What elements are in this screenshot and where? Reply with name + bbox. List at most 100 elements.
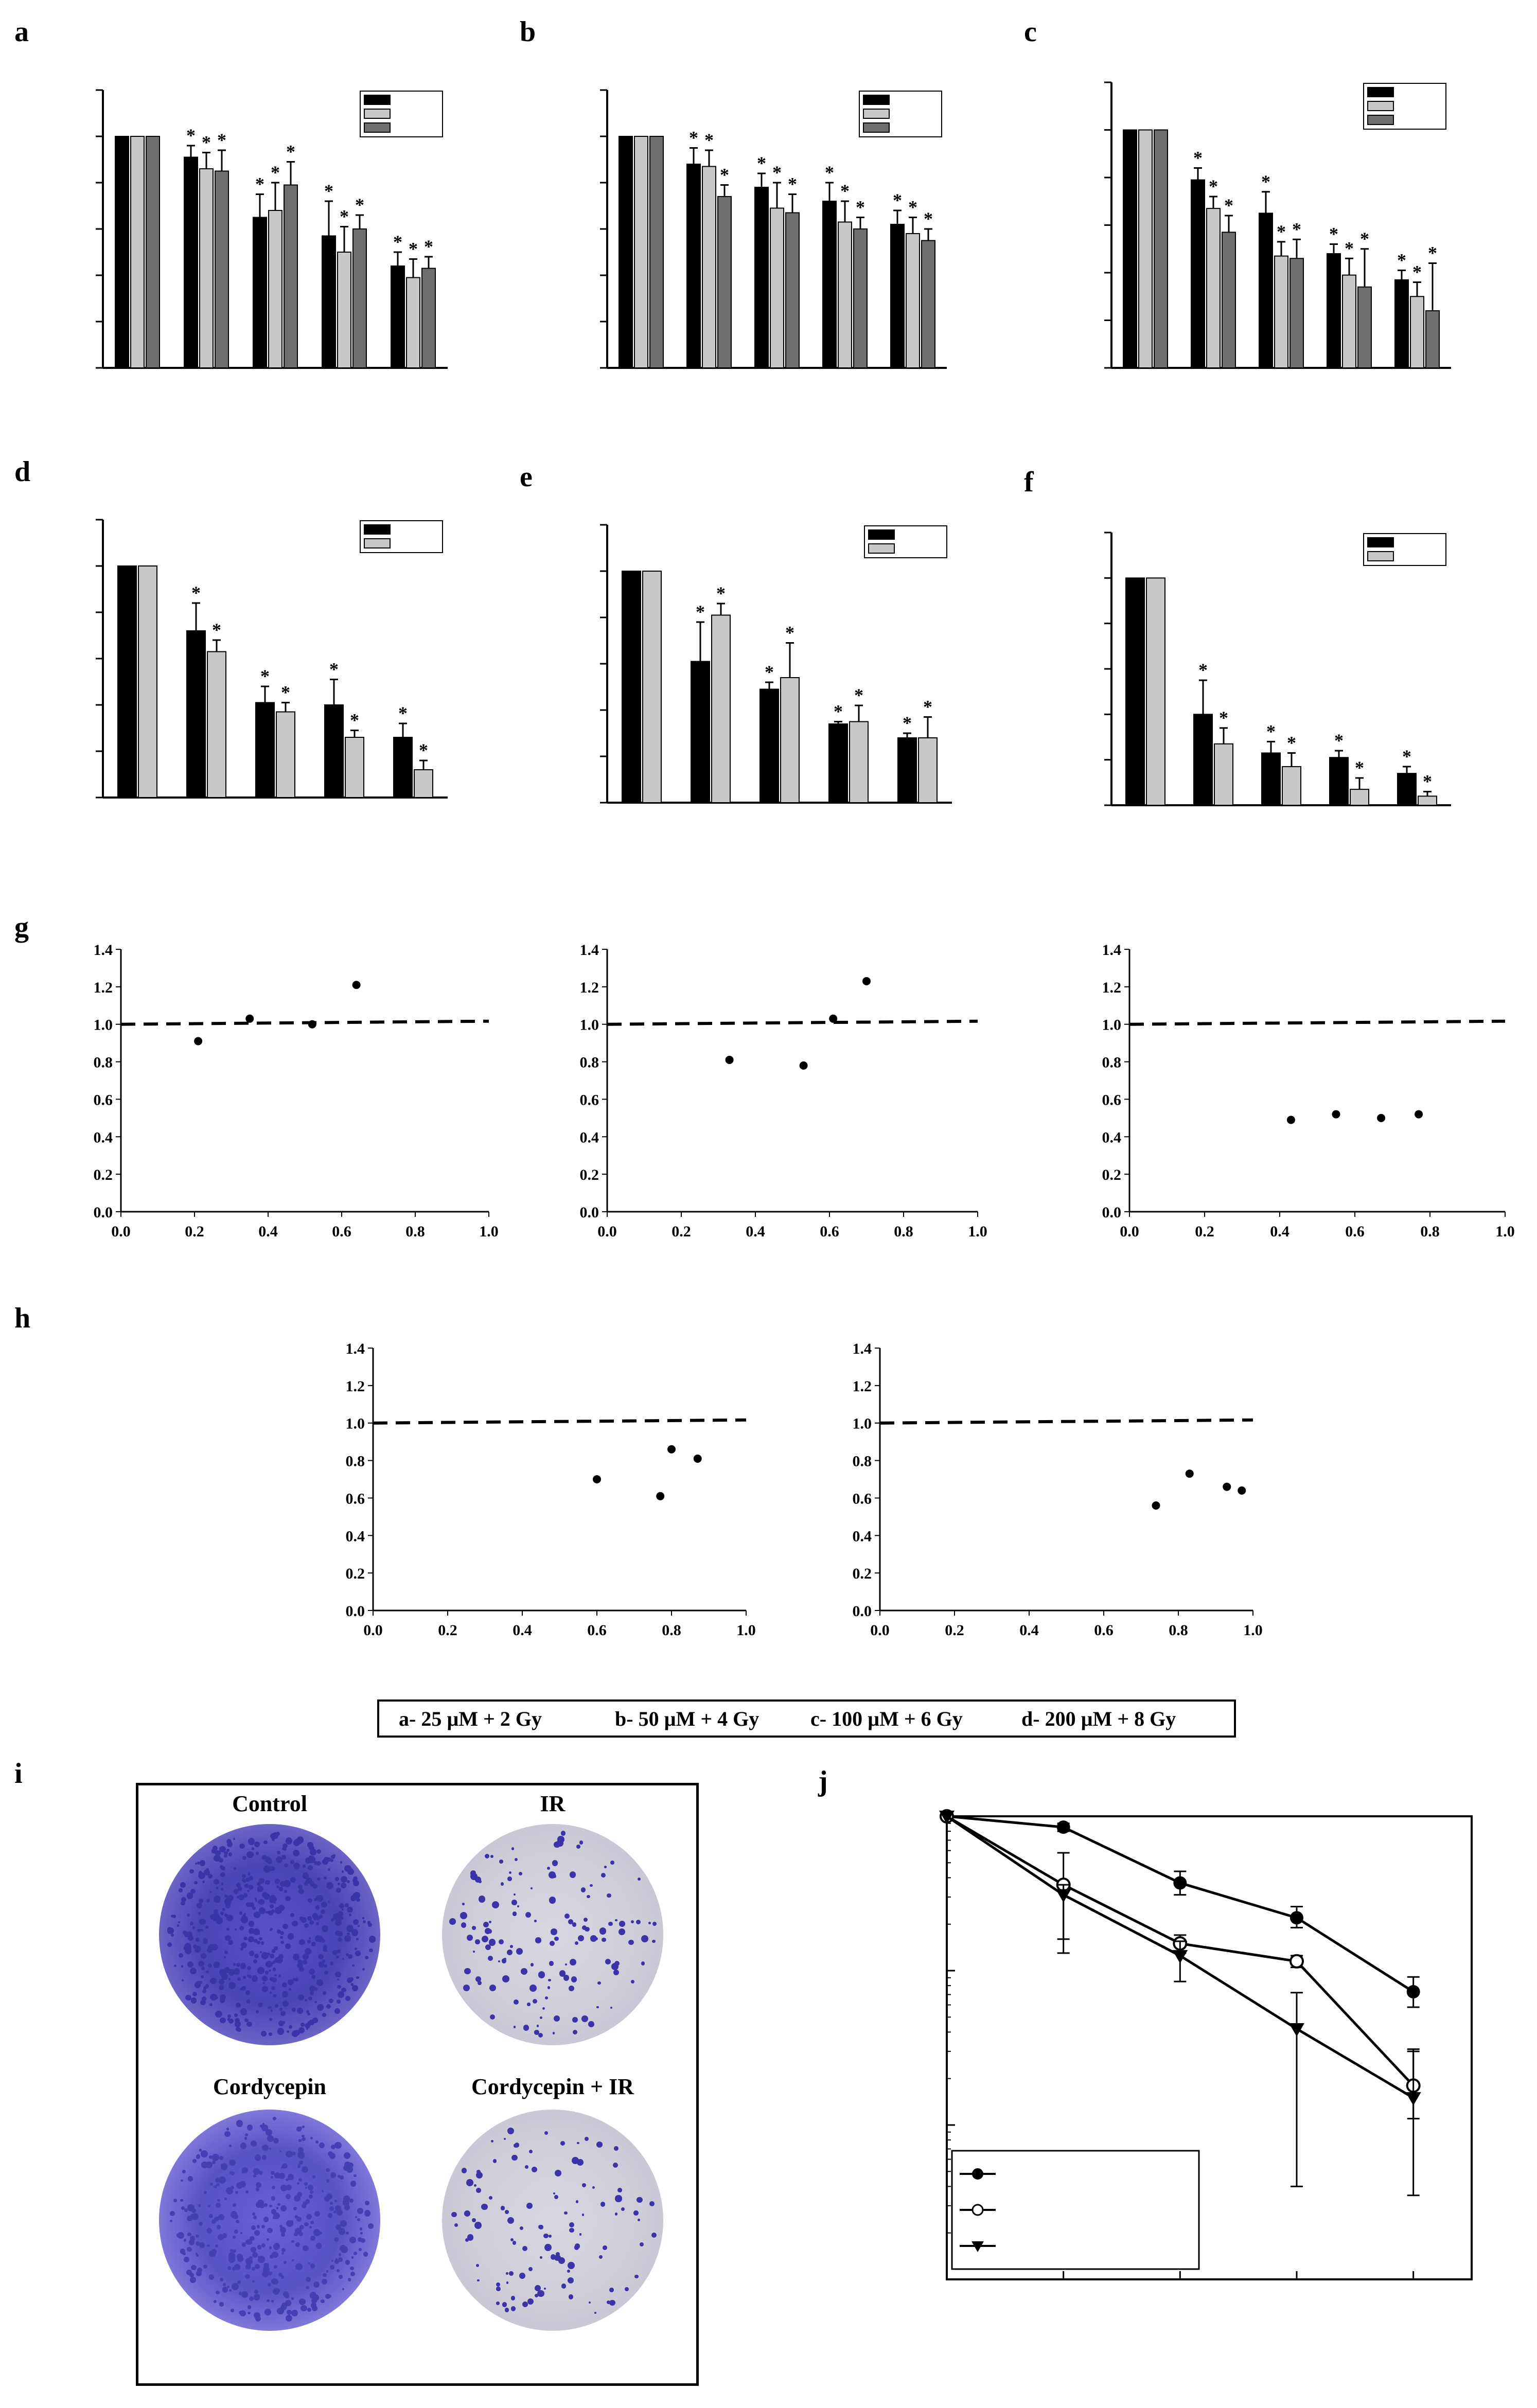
colony-dot (189, 1869, 195, 1874)
colony-dot (224, 2197, 227, 2201)
y-tick-label: 0.8 (1102, 1054, 1122, 1071)
colony-dot (350, 2267, 354, 2271)
colony-dot (652, 1922, 657, 1926)
colony-dot (220, 2163, 228, 2170)
bar (691, 661, 710, 803)
colony-dot (226, 1838, 232, 1845)
bar (1327, 253, 1341, 368)
colony-dot (297, 2165, 301, 2168)
colony-dot (229, 2159, 236, 2166)
colony-dot (292, 1920, 298, 1927)
colony-dot (326, 1882, 333, 1889)
colony-dot (333, 1854, 335, 1857)
colony-dot (195, 1863, 197, 1865)
colony-dot (577, 2141, 579, 2145)
colony-dot (319, 2232, 323, 2235)
colony-dot (260, 2124, 263, 2128)
colony-dot (169, 2210, 175, 2217)
colony-dot (484, 1853, 489, 1858)
colony-dot (216, 2291, 220, 2295)
y-tick-label: 1.0 (346, 1415, 365, 1432)
colony-dot (236, 1896, 239, 1898)
colony-dot (569, 1871, 576, 1878)
colony-dot (237, 2028, 242, 2032)
colony-dot (563, 1975, 569, 1981)
colony-dot (330, 2144, 336, 2150)
colony-dot (461, 2168, 467, 2173)
y-tick-label: 1.2 (94, 979, 113, 996)
bar (406, 277, 420, 368)
colony-dot (309, 1845, 314, 1851)
data-point (1289, 2023, 1304, 2037)
colony-dot (269, 2204, 273, 2208)
significance-star: * (324, 181, 333, 201)
colony-dot (565, 1963, 568, 1966)
colony-dot (488, 1956, 493, 1961)
colony-dot (324, 1857, 330, 1863)
colony-dot (290, 1860, 294, 1864)
colony-dot (554, 1842, 560, 1848)
legend-swatch (364, 109, 391, 119)
colony-dot (191, 1997, 197, 2004)
colony-dot (367, 1921, 371, 1925)
colony-dot (310, 2263, 315, 2269)
colony-dot (268, 2271, 272, 2276)
colony-dot (281, 2303, 287, 2309)
colony-dot (269, 2006, 272, 2009)
colony-dot (513, 1999, 519, 2005)
legend-marker (971, 2241, 984, 2252)
colony-dot (327, 2151, 333, 2156)
colony-dot (234, 2013, 238, 2017)
y-tick-label: 0.0 (346, 1603, 365, 1620)
colony-dot (218, 1985, 224, 1990)
colony-dot (267, 2283, 271, 2287)
significance-star: * (281, 682, 290, 703)
significance-star: * (202, 132, 211, 153)
colony-dot (251, 2140, 257, 2147)
colony-dot (364, 2201, 369, 2206)
colony-dot (531, 2167, 537, 2173)
colony-dot (345, 2231, 349, 2235)
colony-dot (285, 1896, 291, 1902)
significance-star: * (424, 236, 433, 257)
ci-legend-c: c- 100 µM + 6 Gy (810, 1707, 963, 1730)
colony-dot (351, 1985, 358, 1992)
colony-dot (267, 2006, 270, 2009)
colony-dot (246, 2124, 253, 2131)
colony-dot (287, 1979, 294, 1986)
colony-dot (579, 2233, 582, 2236)
colony-dot (610, 1860, 615, 1865)
colony-dot (319, 2143, 325, 2149)
colony-dot (186, 1931, 192, 1937)
bar (711, 614, 731, 803)
colony-dot (297, 1885, 303, 1890)
colony-dot (631, 1980, 634, 1984)
colony-dot (280, 2184, 287, 2191)
colony-dot (523, 2025, 529, 2031)
colony-dot (357, 2237, 363, 2242)
colony-dot (250, 2236, 255, 2241)
colony-dot (265, 1911, 268, 1914)
colony-dot (635, 1920, 641, 1925)
data-point (939, 1811, 955, 1824)
colony-dot (335, 2224, 341, 2230)
colony-dot (313, 1861, 318, 1866)
x-tick-label: 0.0 (597, 1223, 617, 1240)
y-tick-label: 0.0 (1102, 1204, 1122, 1221)
colony-dot (258, 2002, 263, 2007)
colony-dot (510, 2296, 516, 2300)
colony-dot (316, 1861, 321, 1866)
colony-dot (189, 1967, 197, 1974)
colony-dot (242, 1915, 246, 1920)
colony-dot (264, 1893, 270, 1900)
colony-dot (510, 2238, 514, 2242)
bar (702, 166, 716, 368)
colony-dot (321, 2299, 324, 2303)
colony-dot (226, 2128, 229, 2131)
colony-dot (326, 2179, 330, 2183)
colony-dot (619, 1921, 625, 1927)
colony-dot (220, 2017, 226, 2024)
colony-dot (269, 2147, 272, 2150)
colony-dot (248, 1921, 255, 1927)
colony-dot (298, 1966, 304, 1972)
